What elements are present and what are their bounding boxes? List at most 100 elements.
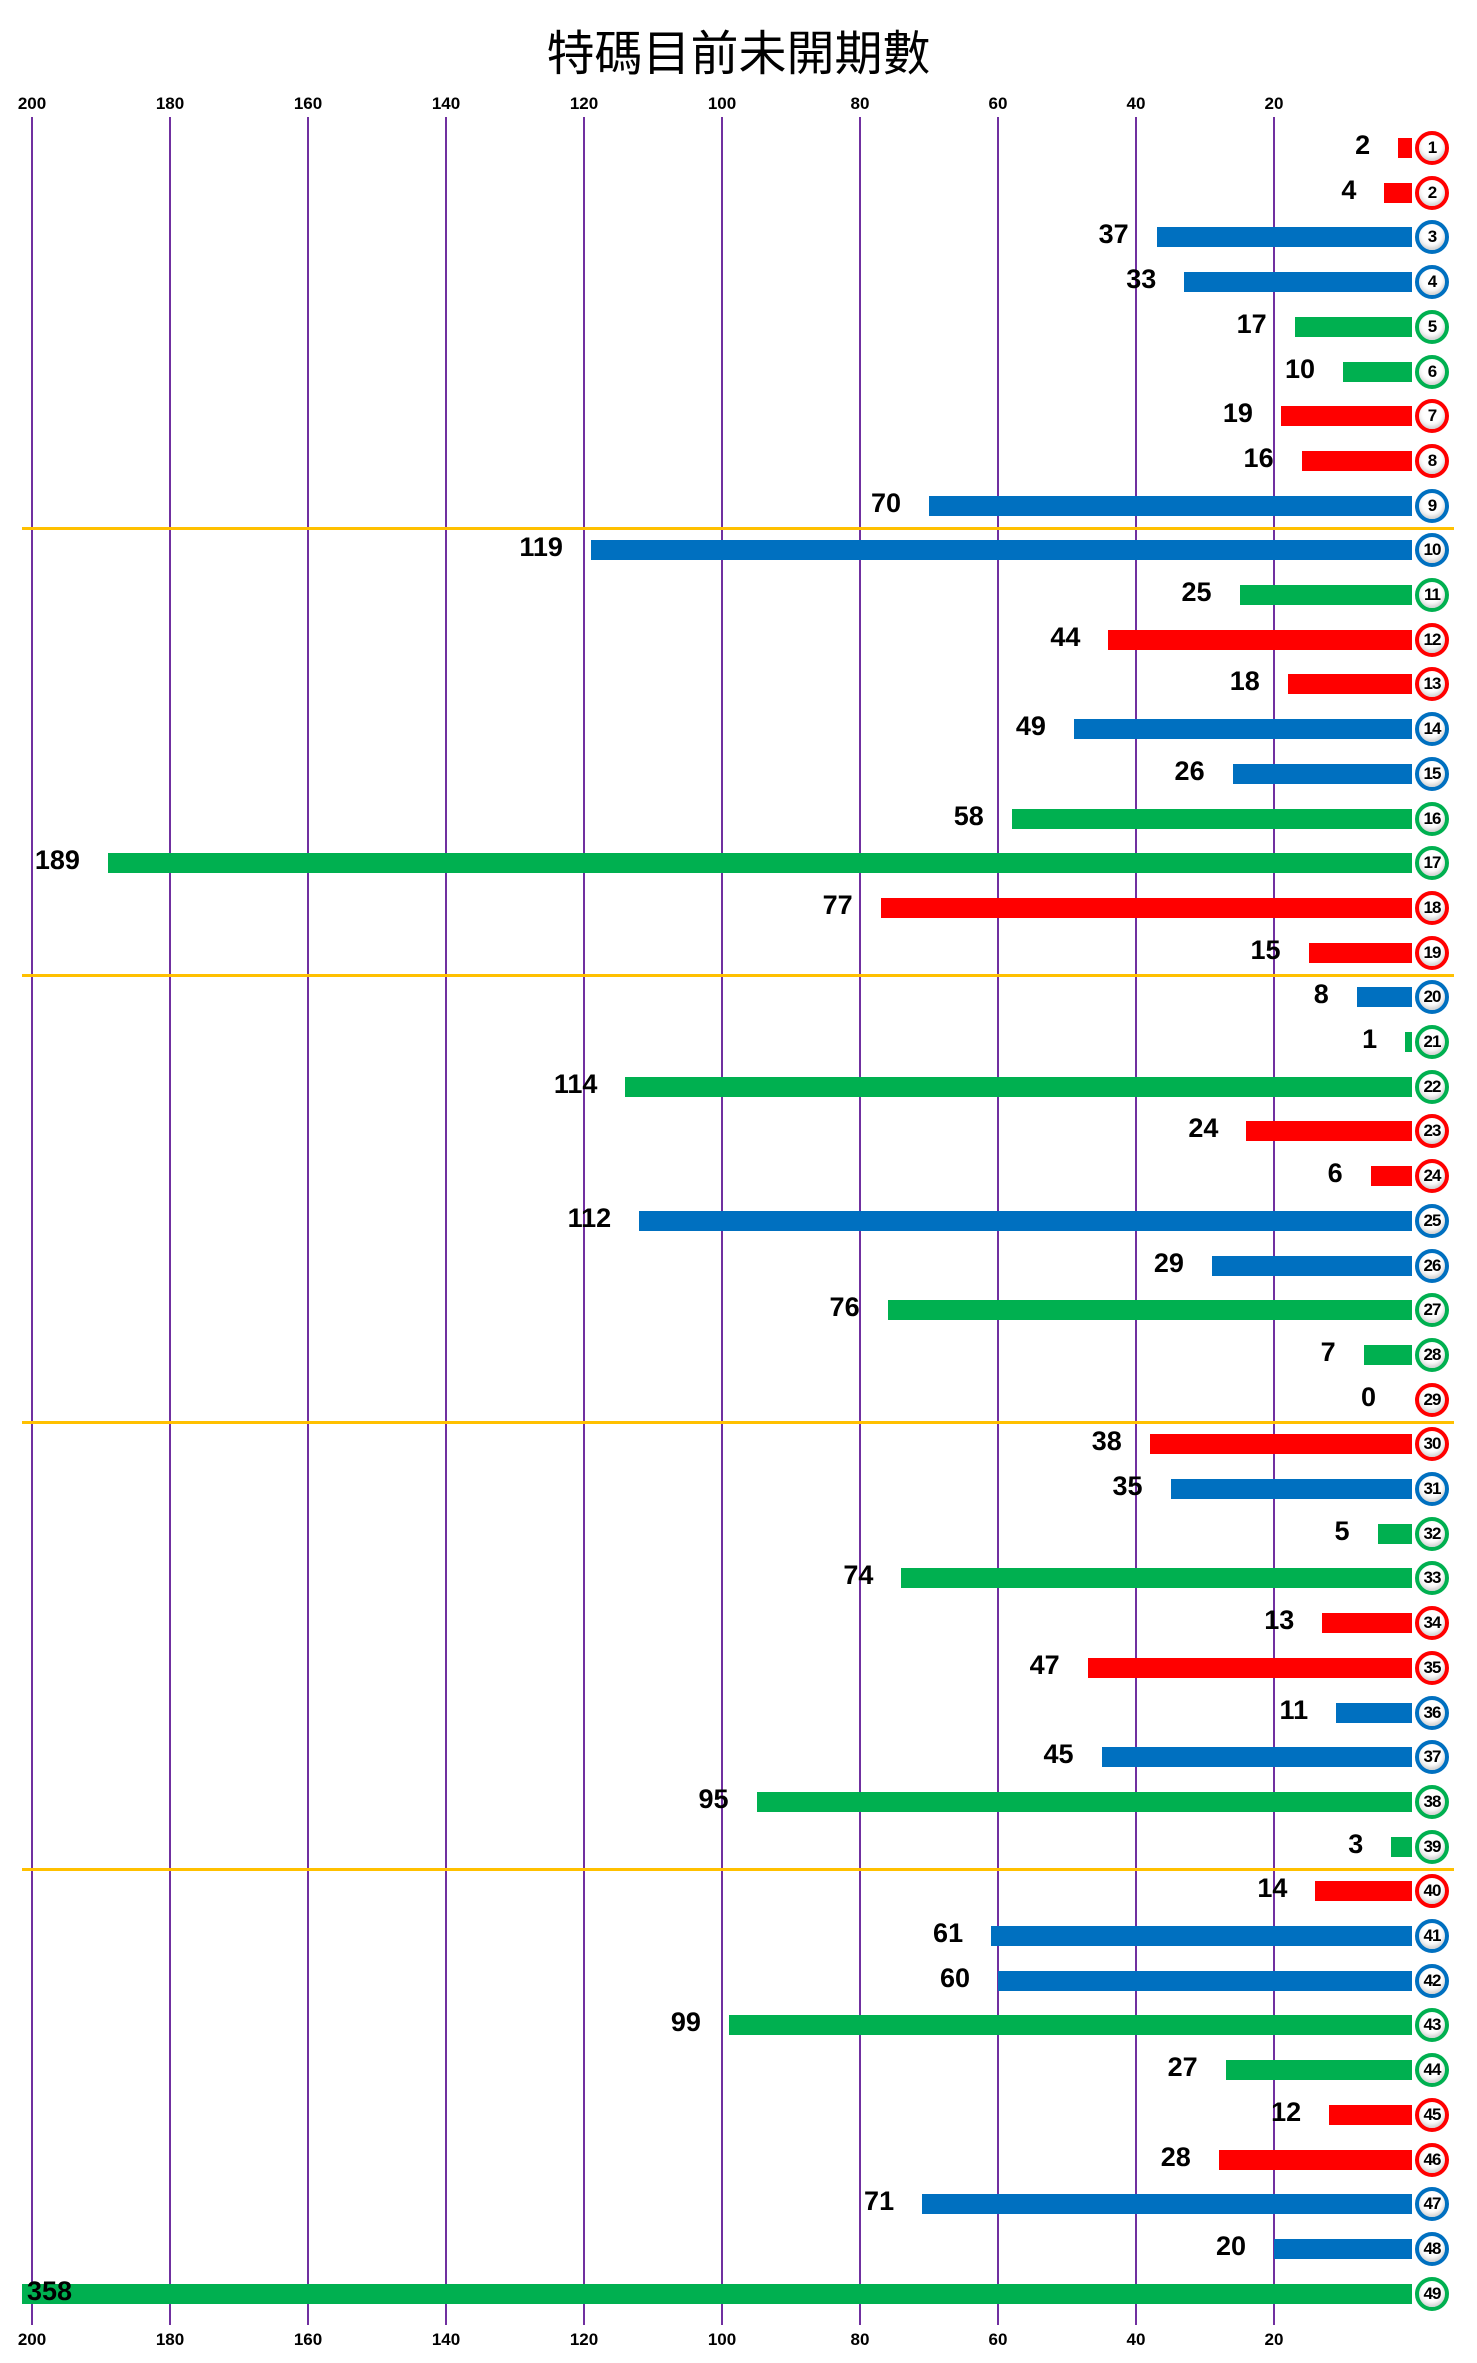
group-separator-line <box>22 973 1454 977</box>
number-ball-icon: 17 <box>1415 846 1449 881</box>
value-label: 28 <box>1160 2141 1191 2172</box>
bar <box>1184 272 1412 293</box>
number-ball-icon: 44 <box>1415 2053 1449 2088</box>
number-ball-icon: 38 <box>1415 1784 1449 1819</box>
bar <box>1225 2060 1412 2081</box>
number-ball-icon: 12 <box>1415 622 1449 657</box>
value-label: 49 <box>1015 711 1046 742</box>
number-ball-icon: 4 <box>1415 265 1449 300</box>
number-ball-icon: 7 <box>1415 399 1449 434</box>
bar <box>1384 182 1412 203</box>
number-ball-icon: 49 <box>1415 2276 1449 2311</box>
number-ball-icon: 48 <box>1415 2231 1449 2266</box>
bar <box>1336 1702 1412 1723</box>
bar <box>1170 1479 1412 1499</box>
number-ball-icon: 29 <box>1415 1382 1449 1417</box>
bar <box>590 540 1412 561</box>
number-ball-icon: 47 <box>1415 2187 1449 2222</box>
value-label: 29 <box>1153 1247 1184 1278</box>
value-label: 1 <box>1362 1024 1378 1054</box>
value-label: 18 <box>1229 666 1260 697</box>
value-label: 4 <box>1341 174 1357 205</box>
value-label: 60 <box>939 1962 970 1993</box>
bar <box>756 1791 1412 1812</box>
bar <box>1308 942 1412 963</box>
value-label: 8 <box>1313 979 1329 1010</box>
value-label: 13 <box>1264 1605 1295 1636</box>
x-tick-label-top: 140 <box>431 94 461 113</box>
number-ball-icon: 2 <box>1415 175 1449 210</box>
x-tick-label-bottom: 40 <box>1126 2330 1146 2349</box>
bar <box>728 2015 1412 2036</box>
bar <box>1101 1747 1412 1768</box>
x-tick-label-top: 80 <box>850 94 870 113</box>
number-ball-icon: 41 <box>1415 1919 1449 1953</box>
value-label: 27 <box>1167 2052 1198 2083</box>
bar <box>1391 1836 1412 1857</box>
value-label: 7 <box>1320 1336 1336 1367</box>
value-label: 14 <box>1257 1873 1288 1904</box>
gridline <box>169 117 171 2325</box>
bar <box>991 1926 1412 1946</box>
value-label: 38 <box>1091 1426 1122 1457</box>
number-ball-icon: 9 <box>1415 488 1449 523</box>
bar <box>1363 1344 1412 1365</box>
number-ball-icon: 35 <box>1415 1650 1449 1685</box>
bar <box>1405 1032 1412 1052</box>
bar <box>1370 1166 1412 1187</box>
bar <box>1087 1657 1412 1678</box>
number-ball-icon: 20 <box>1415 980 1449 1015</box>
x-tick-label-top: 40 <box>1126 94 1146 113</box>
number-ball-icon: 19 <box>1415 935 1449 970</box>
bar <box>1073 719 1412 740</box>
number-ball-icon: 27 <box>1415 1293 1449 1328</box>
bar <box>1149 1434 1412 1455</box>
value-label: 119 <box>519 532 563 563</box>
value-label: 189 <box>34 845 80 876</box>
number-ball-icon: 23 <box>1415 1114 1449 1149</box>
value-label: 24 <box>1188 1113 1219 1144</box>
x-tick-label-top: 60 <box>988 94 1008 113</box>
bar <box>639 1210 1412 1231</box>
number-ball-icon: 16 <box>1415 801 1449 836</box>
value-label: 95 <box>698 1783 729 1814</box>
bar <box>1239 585 1412 605</box>
number-ball-icon: 45 <box>1415 2097 1449 2132</box>
x-tick-label-top: 20 <box>1264 94 1284 113</box>
value-label: 2 <box>1355 130 1371 160</box>
bar <box>1211 1255 1412 1276</box>
number-ball-icon: 34 <box>1415 1606 1449 1641</box>
chart-title: 特碼目前未開期數 <box>546 26 931 82</box>
number-ball-icon: 39 <box>1415 1829 1449 1864</box>
value-label: 3 <box>1348 1828 1364 1859</box>
value-label: 44 <box>1050 621 1081 652</box>
number-ball-icon: 13 <box>1415 667 1449 702</box>
bar <box>1356 987 1412 1008</box>
number-ball-icon: 10 <box>1415 533 1449 568</box>
number-ball-icon: 37 <box>1415 1740 1449 1775</box>
number-ball-icon: 5 <box>1415 309 1449 344</box>
value-label: 6 <box>1327 1158 1343 1189</box>
number-ball-icon: 25 <box>1415 1203 1449 1238</box>
bar <box>1301 450 1412 471</box>
number-ball-icon: 24 <box>1415 1159 1449 1194</box>
number-ball-icon: 43 <box>1415 2008 1449 2043</box>
number-ball-icon: 32 <box>1415 1516 1449 1551</box>
bar <box>1156 227 1412 248</box>
number-ball-icon: 46 <box>1415 2142 1449 2177</box>
number-ball-icon: 14 <box>1415 712 1449 747</box>
number-ball-icon: 36 <box>1415 1695 1449 1730</box>
x-tick-label-bottom: 200 <box>17 2330 47 2349</box>
x-tick-label-top: 120 <box>569 94 599 113</box>
group-separator-line <box>22 1420 1454 1424</box>
value-label: 74 <box>843 1560 874 1591</box>
value-label: 61 <box>933 1918 964 1948</box>
x-tick-label-top: 100 <box>707 94 737 113</box>
bar <box>1218 2149 1412 2170</box>
number-ball-icon: 33 <box>1415 1561 1449 1596</box>
number-ball-icon: 18 <box>1415 890 1449 925</box>
bar <box>1329 2104 1412 2125</box>
bar <box>1343 361 1412 382</box>
x-tick-label-bottom: 160 <box>293 2330 323 2349</box>
bar <box>1322 1613 1412 1634</box>
